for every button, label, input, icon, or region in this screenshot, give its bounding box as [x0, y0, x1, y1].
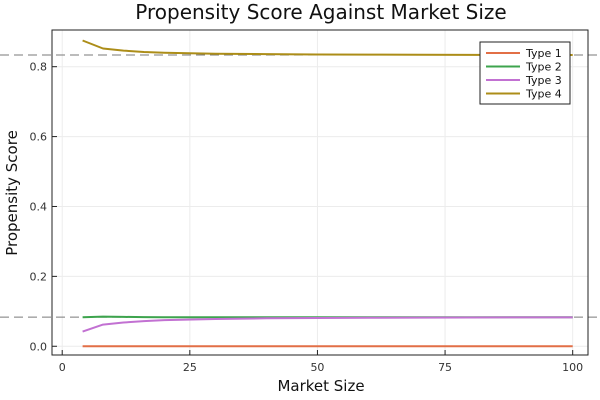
- x-tick-label: 50: [310, 361, 324, 374]
- x-tick-label: 75: [438, 361, 452, 374]
- y-tick-label: 0.8: [30, 61, 48, 74]
- x-tick-label: 25: [183, 361, 197, 374]
- y-axis-label: Propensity Score: [3, 130, 21, 256]
- series-line-type-4: [82, 39, 573, 56]
- y-tick-label: 0.2: [30, 270, 48, 283]
- legend-label: Type 1: [525, 47, 562, 60]
- plot-frame: [51, 29, 589, 356]
- x-tick-label: 100: [562, 361, 583, 374]
- y-tick-label: 0.6: [30, 131, 48, 144]
- series-line-type-3: [82, 316, 573, 333]
- y-tick-label: 0.0: [30, 340, 48, 353]
- legend-label: Type 3: [525, 74, 562, 87]
- x-tick-label: 0: [59, 361, 66, 374]
- x-axis-label: Market Size: [277, 377, 364, 395]
- legend-label: Type 4: [525, 88, 562, 101]
- legend-label: Type 2: [525, 61, 562, 74]
- y-tick-label: 0.4: [30, 200, 48, 213]
- chart-title: Propensity Score Against Market Size: [135, 0, 506, 24]
- series-group: [82, 39, 573, 348]
- axis-ticks: 0 25 50 75 100 0.0 0.2 0.4 0.6 0.8: [30, 61, 584, 374]
